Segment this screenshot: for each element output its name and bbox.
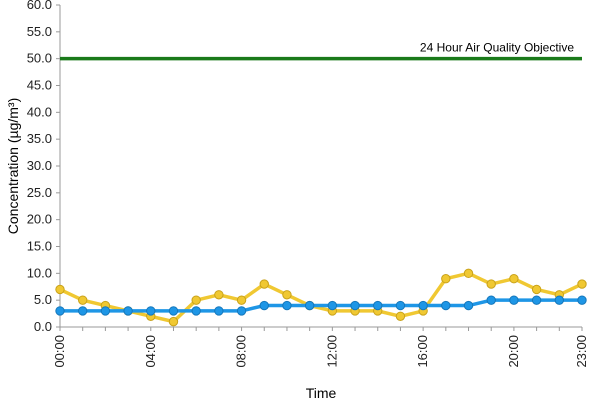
series-line-1: [59, 271, 583, 324]
x-tick-label: 16:00: [415, 335, 430, 368]
data-point: [236, 295, 247, 305]
y-tick-label: 55.0: [27, 24, 52, 39]
data-point: [441, 300, 451, 311]
data-point: [282, 290, 292, 300]
data-point: [123, 306, 133, 316]
data-point: [146, 306, 156, 316]
data-point: [214, 306, 224, 316]
data-point: [168, 306, 179, 316]
x-axis-title: Time: [306, 385, 337, 400]
series-group: [55, 268, 587, 327]
data-point: [55, 306, 65, 316]
y-tick-label: 0.0: [34, 319, 52, 334]
y-tick-label: 50.0: [27, 51, 52, 66]
x-tick-label: 04:00: [143, 335, 158, 368]
data-point: [577, 279, 587, 289]
data-point: [259, 300, 269, 311]
data-point: [509, 274, 519, 284]
data-point: [168, 316, 179, 327]
x-tick-label: 23:00: [574, 335, 589, 368]
data-point: [214, 290, 224, 300]
data-point: [55, 284, 65, 295]
data-point: [486, 279, 496, 289]
data-point: [191, 295, 201, 305]
y-tick-label: 10.0: [27, 265, 52, 280]
data-point: [463, 300, 474, 311]
data-point: [509, 295, 519, 305]
y-tick-label: 60.0: [27, 0, 52, 12]
data-point: [395, 300, 406, 311]
data-point: [282, 300, 292, 311]
data-point: [441, 274, 451, 284]
data-point: [531, 295, 542, 305]
data-point: [236, 306, 247, 316]
data-point: [418, 300, 428, 311]
x-tick-labels: 00:00 04:00 08:00 12:00 16:00 20:00 23:00: [52, 327, 589, 368]
y-tick-labels: 0.0 5.0 10.0 15.0 20.0 25.0 30.0 35.0 40.0 45.0 50…: [27, 0, 60, 334]
data-point: [554, 295, 565, 305]
x-tick-label: 00:00: [52, 335, 67, 368]
data-point: [259, 279, 269, 289]
y-tick-label: 35.0: [27, 131, 52, 146]
y-tick-label: 45.0: [27, 78, 52, 93]
y-tick-label: 40.0: [27, 104, 52, 119]
y-tick-label: 15.0: [27, 239, 52, 254]
data-point: [77, 295, 88, 305]
data-point: [486, 295, 496, 305]
y-tick-label: 25.0: [27, 185, 52, 200]
data-point: [77, 306, 88, 316]
y-tick-label: 5.0: [34, 292, 52, 307]
x-tick-label: 12:00: [324, 335, 339, 368]
x-tick-label: 08:00: [234, 335, 249, 368]
data-point: [327, 300, 338, 311]
data-point: [304, 300, 315, 311]
data-point: [350, 300, 360, 311]
x-tick-label: 20:00: [506, 335, 521, 368]
y-axis-title: Concentration (µg/m³): [5, 98, 21, 234]
y-tick-label: 20.0: [27, 212, 52, 227]
reference-line-group: 24 Hour Air Quality Objective: [60, 41, 582, 61]
y-tick-label: 30.0: [27, 158, 52, 173]
data-point: [373, 300, 383, 311]
data-point: [577, 295, 587, 305]
data-point: [395, 311, 406, 321]
data-point: [191, 306, 201, 316]
data-point: [463, 268, 474, 279]
reference-line-label: 24 Hour Air Quality Objective: [420, 41, 574, 55]
data-point: [100, 306, 111, 316]
data-point: [531, 284, 542, 295]
